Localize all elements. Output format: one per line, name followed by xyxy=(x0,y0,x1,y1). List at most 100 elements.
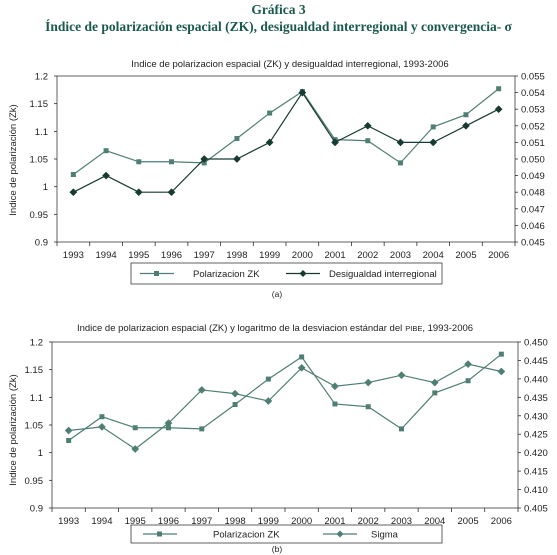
chart-a-series-1-point xyxy=(496,86,502,92)
chart-a-left-tick-label: 1 xyxy=(43,182,48,193)
chart-b-x-tick-label: 2004 xyxy=(424,516,445,527)
chart-b-right-tick-label: 0.405 xyxy=(524,504,548,515)
chart-b-left-tick-label: 1.1 xyxy=(30,393,43,404)
chart-b-series-2-point xyxy=(231,389,240,398)
chart-a-legend-marker-1 xyxy=(154,271,159,276)
chart-a-right-tick-label: 0.046 xyxy=(521,221,545,232)
chart-b-ylabel: Indice de polarización (Zk) xyxy=(8,374,19,485)
chart-b-title: Indice de polarizacion espacial (ZK) y l… xyxy=(77,323,473,334)
chart-a-series-2-point xyxy=(200,155,209,163)
chart-a-series-2-point xyxy=(134,188,143,197)
chart-b-series-2-point xyxy=(131,445,140,453)
chart-b-left-tick-label: 1 xyxy=(38,448,43,459)
chart-b-series-2-point xyxy=(264,397,273,405)
chart-a-caption: (a) xyxy=(272,289,283,299)
chart-b-x-tick-label: 2002 xyxy=(358,516,379,527)
chart-a: Indice de polarizacion espacial (ZK) y d… xyxy=(8,59,545,299)
chart-a-right-tick-label: 0.045 xyxy=(521,238,545,249)
chart-a-right-tick-label: 0.051 xyxy=(521,138,545,149)
chart-b-series-1-point xyxy=(365,404,371,410)
chart-a-series-1-point xyxy=(103,148,109,154)
chart-a-series xyxy=(69,86,503,197)
chart-b-series-1-point xyxy=(465,378,471,384)
chart-a-series-2-point xyxy=(363,121,372,130)
chart-a-x-tick-label: 1998 xyxy=(226,250,247,261)
chart-a-right-tick-label: 0.053 xyxy=(521,105,545,116)
chart-a-legend-box xyxy=(130,262,443,285)
chart-b-series-1-point xyxy=(132,425,138,431)
chart-b-x-tick-label: 2000 xyxy=(291,516,312,527)
chart-b-right-tick-label: 0.450 xyxy=(524,338,548,349)
chart-a-series-1-point xyxy=(70,171,76,177)
chart-b-series-1-point xyxy=(199,426,205,432)
chart-b-series-1-point xyxy=(332,401,338,407)
chart-a-x-tick-label: 2006 xyxy=(488,250,509,261)
chart-a-right-tick-label: 0.054 xyxy=(521,88,545,99)
chart-b-legend-box xyxy=(130,524,443,544)
chart-b-x-tick-label: 2005 xyxy=(458,516,479,527)
chart-b-series-1-point xyxy=(432,390,438,396)
chart-a-x-tick-label: 1994 xyxy=(96,250,117,261)
chart-b-series xyxy=(64,351,506,453)
chart-a-right-axis: 0.045 0.046 0.047 0.048 0.049 0.050 0.051 0.052… xyxy=(515,72,545,249)
chart-a-series-1-point xyxy=(398,160,403,166)
chart-a-series-1-point xyxy=(463,112,469,118)
chart-b-left-tick-label: 0.95 xyxy=(25,476,44,487)
chart-b-legend-item-1: Polarizacion ZK xyxy=(143,530,280,541)
chart-b-series-2-point xyxy=(364,378,373,387)
chart-b-legend-marker-2 xyxy=(336,530,344,538)
chart-a-x-tick-label: 2000 xyxy=(292,250,313,261)
chart-b-left-axis: 0.9 0.95 1 1.05 1.1 1.15 1.2 xyxy=(25,338,52,515)
chart-b-right-axis: 0.405 0.410 0.415 0.420 0.425 0.430 0.435 0.440… xyxy=(518,338,548,515)
chart-b-series-1-point xyxy=(66,437,72,443)
chart-b-title-pibe: PIBE xyxy=(405,324,422,333)
chart-b-x-tick-label: 1998 xyxy=(225,516,246,527)
chart-b-series-1-point xyxy=(299,354,305,360)
chart-b-title-main: Indice de polarizacion espacial (ZK) y l… xyxy=(77,323,402,334)
chart-b-right-tick-label: 0.425 xyxy=(524,430,548,441)
chart-b-x-tick-label: 1999 xyxy=(258,516,279,527)
chart-b-x-tick-label: 1996 xyxy=(158,516,179,527)
chart-a-series-2-point xyxy=(69,188,78,197)
chart-b-x-tick-label: 1993 xyxy=(58,516,79,527)
chart-a-left-tick-label: 1.2 xyxy=(35,72,48,83)
chart-a-x-tick-label: 1995 xyxy=(128,250,149,261)
chart-a-left-tick-label: 0.9 xyxy=(35,238,48,249)
figure-title-line1: Gráfica 3 xyxy=(251,2,306,17)
chart-b-legend-label-1: Polarizacion ZK xyxy=(213,530,280,541)
chart-b-series-2-point xyxy=(397,371,406,380)
chart-a-x-tick-label: 1993 xyxy=(63,250,84,261)
chart-a-plot-frame xyxy=(56,75,516,243)
chart-b-legend-marker-1 xyxy=(157,531,162,537)
chart-a-series-1-point xyxy=(267,110,273,116)
chart-a-series-1-point xyxy=(365,138,371,144)
chart-a-series-2-point xyxy=(232,155,241,163)
chart-b-right-tick-label: 0.440 xyxy=(524,374,548,385)
chart-a-title: Indice de polarizacion espacial (ZK) y d… xyxy=(131,59,448,70)
chart-b-series-1-point xyxy=(399,426,404,432)
chart-a-right-tick-label: 0.050 xyxy=(521,155,545,166)
chart-b-legend-label-2: Sigma xyxy=(371,530,399,541)
chart-a-series-1-point xyxy=(430,124,436,130)
chart-b-series-1-point xyxy=(232,402,238,408)
chart-b-series-1-point xyxy=(166,425,171,431)
chart-a-legend-label-2: Desigualdad interregional xyxy=(329,269,437,280)
chart-a-left-tick-label: 0.95 xyxy=(30,210,49,221)
chart-b-series-2-point xyxy=(430,378,439,387)
chart-b-series-2-point xyxy=(464,360,473,369)
chart-a-series-2-point xyxy=(461,121,470,130)
chart-a-right-tick-label: 0.055 xyxy=(521,72,545,83)
chart-b-left-tick-label: 1.05 xyxy=(25,421,44,432)
chart-b-x-tick-label: 2003 xyxy=(391,516,412,527)
chart-a-series-2-point xyxy=(429,138,438,147)
chart-a-series-1-line xyxy=(73,88,500,175)
chart-b-right-tick-label: 0.445 xyxy=(524,356,548,367)
figure-title: Gráfica 3 Índice de polarización espacia… xyxy=(0,2,557,35)
chart-a-left-tick-label: 1.15 xyxy=(30,99,49,110)
chart-a-series-2-point xyxy=(331,138,340,147)
chart-b-right-tick-label: 0.430 xyxy=(524,411,548,422)
chart-a-legend-item-2: Desigualdad interregional xyxy=(286,269,437,280)
chart-a-series-1-point xyxy=(169,159,174,165)
chart-a-x-axis: 1993 1994 1995 1996 1997 1998 1999 2000 2001 2002… xyxy=(56,242,516,261)
